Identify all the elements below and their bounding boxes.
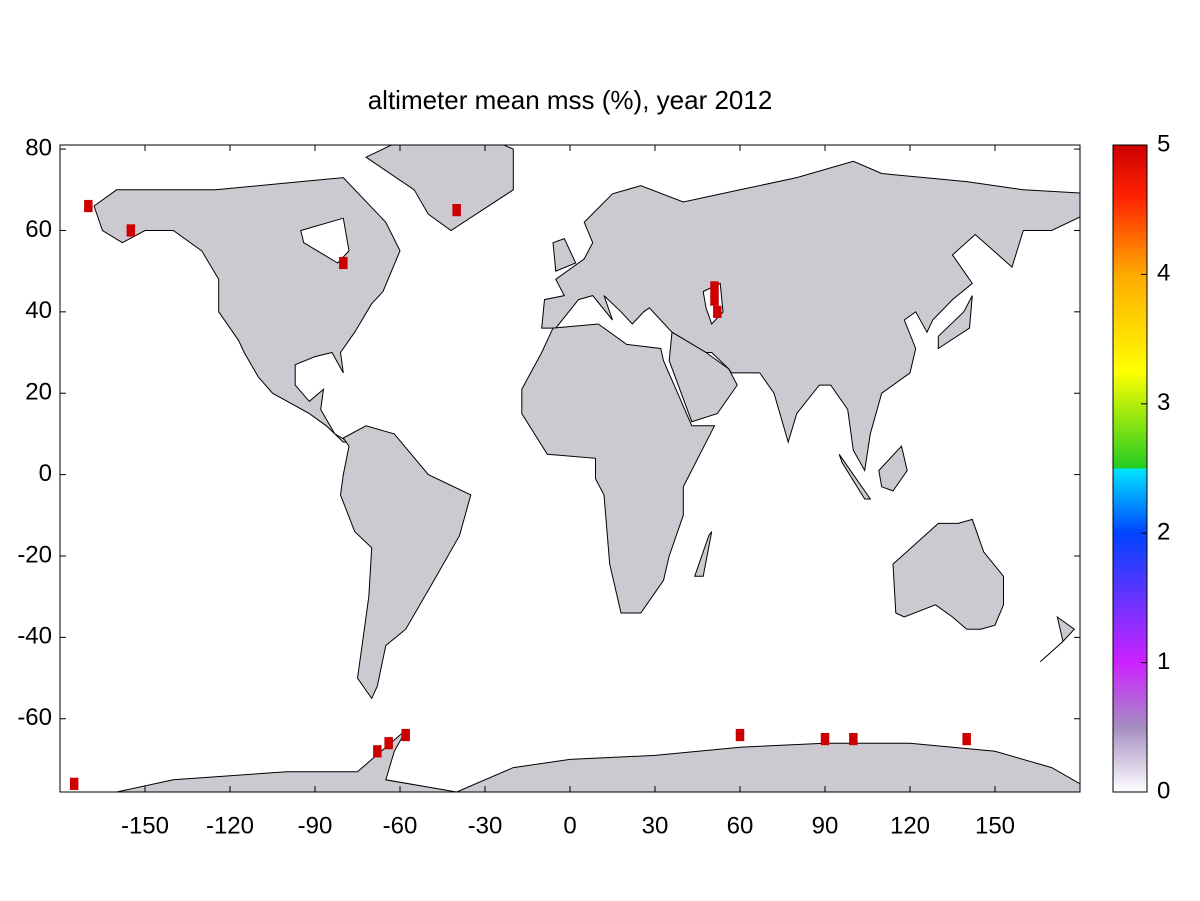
y-tick-label: 60 <box>25 216 52 243</box>
x-tick-label: -120 <box>206 812 254 839</box>
landmass <box>60 730 1080 792</box>
colorbar-tick-label: 2 <box>1157 519 1170 546</box>
x-tick-label: 90 <box>812 812 839 839</box>
data-cell <box>401 728 410 742</box>
x-tick-label: -150 <box>121 812 169 839</box>
x-tick-label: 120 <box>890 812 930 839</box>
colorbar-tick-label: 5 <box>1157 130 1170 157</box>
y-tick-label: -20 <box>17 541 52 568</box>
x-tick-label: -90 <box>298 812 333 839</box>
landmass <box>552 237 577 272</box>
y-tick-label: -60 <box>17 704 52 731</box>
landmass <box>521 323 716 614</box>
landmass <box>339 425 472 700</box>
data-cell <box>373 745 382 758</box>
data-cell <box>339 256 348 270</box>
data-cell <box>713 305 722 318</box>
landmass <box>838 454 872 500</box>
x-tick-label: -30 <box>468 812 503 839</box>
colorbar-tick-label: 4 <box>1157 260 1170 287</box>
colorbar-tick-label: 3 <box>1157 389 1170 416</box>
chart-title: altimeter mean mss (%), year 2012 <box>368 85 773 115</box>
data-cell <box>710 281 719 294</box>
x-tick-label: 60 <box>727 812 754 839</box>
data-cell <box>126 224 136 237</box>
cell-layer <box>69 199 971 790</box>
data-cell <box>452 204 461 217</box>
data-cell <box>962 732 971 746</box>
data-cell <box>69 777 79 790</box>
data-cell <box>710 293 719 306</box>
y-tick-label: 80 <box>25 134 52 161</box>
colorbar-tick-label: 0 <box>1157 777 1170 804</box>
data-cell <box>735 728 745 742</box>
data-cell <box>849 732 858 746</box>
inland-water <box>300 217 350 264</box>
y-tick-label: 0 <box>39 460 52 487</box>
y-tick-label: 20 <box>25 379 52 406</box>
landmass <box>541 160 1080 473</box>
landmass <box>364 145 514 232</box>
data-cell <box>384 737 393 750</box>
landmass <box>892 518 1004 630</box>
landmass <box>668 331 738 423</box>
land-layer <box>60 145 1080 792</box>
x-tick-label: 30 <box>642 812 669 839</box>
x-tick-label: -60 <box>383 812 418 839</box>
landmass <box>693 531 713 577</box>
x-tick-label: 0 <box>563 812 576 839</box>
data-cell <box>84 199 93 213</box>
landmass <box>878 445 908 492</box>
colorbar-tick-label: 1 <box>1157 648 1170 675</box>
data-cell <box>820 732 830 746</box>
x-tick-label: 150 <box>975 812 1015 839</box>
landmass <box>1039 615 1076 663</box>
colorbar <box>1112 144 1148 793</box>
landmass <box>93 177 401 443</box>
y-tick-label: -40 <box>17 623 52 650</box>
y-tick-label: 40 <box>25 297 52 324</box>
landmass <box>937 295 973 350</box>
